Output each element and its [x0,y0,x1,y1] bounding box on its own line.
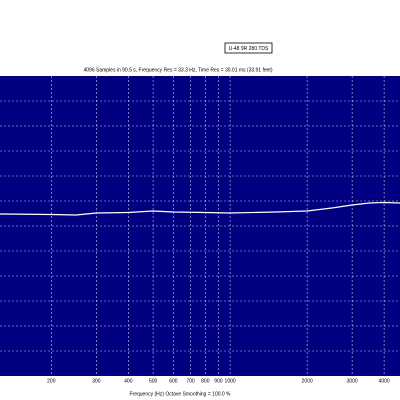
x-tick-label: 300 [92,378,101,384]
x-tick-label: 600 [169,378,178,384]
x-tick-label: 4000 [379,378,390,384]
x-tick-label: 2000 [302,378,313,384]
chart-title: 4096 Samples in 90.5 s, Frequency Res = … [84,67,273,73]
x-tick-label: 400 [124,378,133,384]
x-tick-label: 700 [186,378,195,384]
x-tick-label: 500 [149,378,158,384]
x-tick-label: 800 [201,378,210,384]
x-tick-label: 200 [47,378,56,384]
x-axis-label: Frequency (Hz) Octave Smoothing = 100.0 … [129,391,231,397]
legend-box [224,42,273,54]
data-line [0,201,400,216]
x-tick-label: 3000 [347,378,358,384]
x-tick-label: 900 [214,378,223,384]
x-tick-label: 1000 [225,378,236,384]
legend-label: U-48 9R 280.TDS [229,46,269,52]
